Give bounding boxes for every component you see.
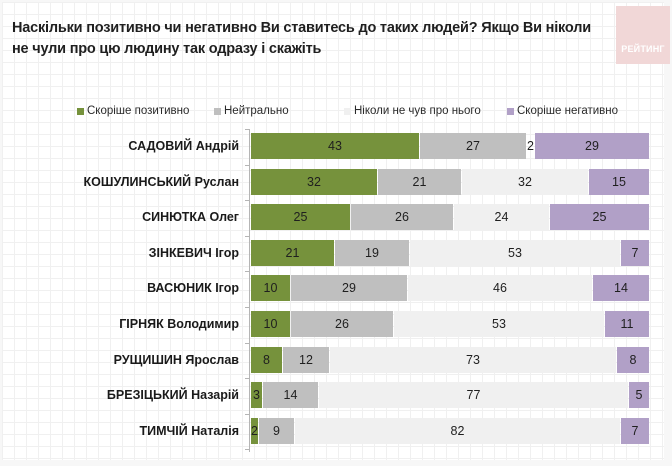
category-label: БРЕЗІЦЬКИЙ Назарій: [106, 388, 239, 402]
legend-label-neutral: Нейтрально: [224, 105, 289, 117]
y-axis-tick: [245, 343, 249, 344]
bar-segment-neutral: 12: [283, 347, 329, 373]
bar-segment-never-heard: 82: [295, 418, 620, 444]
category-label: ГІРНЯК Володимир: [119, 317, 239, 331]
category-label: ВАСЮНИК Ігор: [147, 281, 239, 295]
legend-label-positive: Скоріше позитивно: [87, 105, 190, 117]
bar-segment-positive: 10: [251, 311, 290, 337]
legend-swatch-negative: [507, 107, 514, 115]
legend-item-positive: Скоріше позитивно: [77, 105, 189, 117]
y-axis-tick: [245, 236, 249, 237]
bar-segment-never-heard: 24: [454, 204, 549, 230]
y-axis-line: [249, 129, 250, 452]
bar-segment-neutral: 14: [263, 382, 318, 408]
bar-segment-neutral: 19: [335, 240, 409, 266]
legend-item-negative: Скоріше негативно: [507, 105, 618, 117]
legend-label-never-heard: Ніколи не чув про нього: [354, 105, 481, 117]
chart-title: Наскільки позитивно чи негативно Ви став…: [12, 20, 591, 57]
y-axis-tick: [245, 271, 249, 272]
bar-segment-negative: 5: [629, 382, 649, 408]
logo-text: РЕЙТИНГ: [621, 44, 665, 54]
y-axis-tick: [245, 200, 249, 201]
rating-logo: РЕЙТИНГ: [616, 6, 670, 64]
bar-segment-neutral: 27: [420, 133, 526, 159]
bar-segment-neutral: 26: [351, 204, 453, 230]
bar-segment-positive: 8: [251, 347, 282, 373]
y-axis-tick: [245, 414, 249, 415]
bar-segment-neutral: 26: [291, 311, 393, 337]
legend-label-negative: Скоріше негативно: [517, 105, 619, 117]
bar-segment-neutral: 21: [378, 169, 461, 195]
bar-segment-never-heard: 77: [319, 382, 628, 408]
y-axis-tick: [245, 449, 249, 450]
legend-item-neutral: Нейтрально: [214, 105, 289, 117]
bar-segment-negative: 7: [621, 240, 649, 266]
bar-segment-positive: 32: [251, 169, 377, 195]
bar-segment-positive: 21: [251, 240, 334, 266]
category-label: ТИМЧІЙ Наталія: [139, 424, 239, 438]
legend-item-never-heard: Ніколи не чув про нього: [344, 105, 481, 117]
y-axis-tick: [245, 378, 249, 379]
y-axis-tick: [245, 307, 249, 308]
legend-swatch-neutral: [214, 107, 221, 115]
bar-segment-negative: 29: [535, 133, 649, 159]
bar-segment-neutral: 9: [259, 418, 294, 444]
bar-segment-never-heard: 2: [527, 139, 534, 153]
bar-segment-positive: 10: [251, 275, 290, 301]
chart-frame: [2, 2, 664, 460]
bar-segment-negative: 14: [593, 275, 649, 301]
bar-segment-positive: 2: [251, 418, 258, 444]
bar-segment-neutral: 29: [291, 275, 407, 301]
y-axis-tick: [245, 165, 249, 166]
bar-segment-negative: 15: [589, 169, 649, 195]
category-label: КОШУЛИНСЬКИЙ Руслан: [83, 175, 239, 189]
bar-segment-negative: 25: [550, 204, 649, 230]
category-label: СИНЮТКА Олег: [142, 210, 239, 224]
bar-segment-negative: 7: [621, 418, 649, 444]
category-label: САДОВИЙ Андрій: [128, 139, 239, 153]
y-axis-tick: [245, 129, 249, 130]
bar-segment-never-heard: 32: [462, 169, 588, 195]
bar-segment-never-heard: 53: [394, 311, 604, 337]
bar-segment-never-heard: 46: [408, 275, 592, 301]
category-label: ЗІНКЕВИЧ Ігор: [148, 246, 239, 260]
bar-segment-never-heard: 73: [330, 347, 616, 373]
bar-segment-positive: 43: [251, 133, 419, 159]
bar-segment-positive: 25: [251, 204, 350, 230]
bar-segment-never-heard: 53: [410, 240, 620, 266]
legend-swatch-positive: [77, 107, 84, 115]
bar-segment-negative: 8: [617, 347, 649, 373]
legend-swatch-never-heard: [344, 107, 351, 115]
bar-segment-negative: 11: [605, 311, 649, 337]
category-label: РУЩИШИН Ярослав: [113, 353, 239, 367]
bar-segment-positive: 3: [251, 382, 262, 408]
